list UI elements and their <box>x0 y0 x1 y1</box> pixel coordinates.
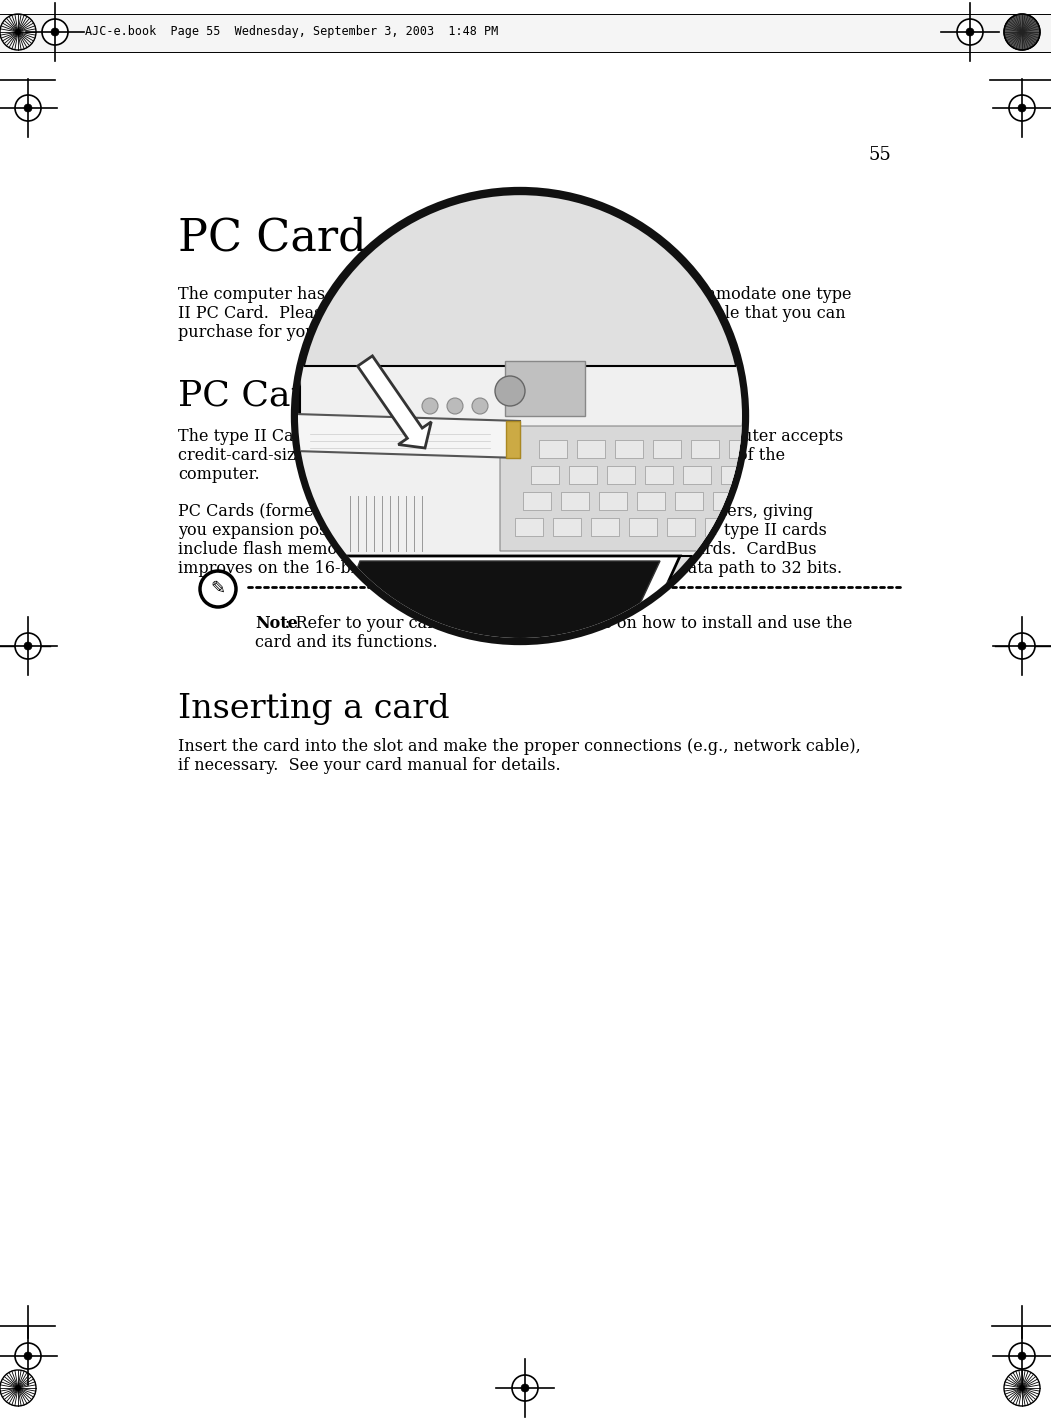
Circle shape <box>1021 1386 1024 1390</box>
Text: include flash memory, SRAM, fax/data modem, LAN and SCSI cards.  CardBus: include flash memory, SRAM, fax/data mod… <box>178 540 817 558</box>
Text: PC Card slot: PC Card slot <box>178 378 409 412</box>
Circle shape <box>1004 14 1040 50</box>
Circle shape <box>957 19 983 46</box>
Bar <box>539 441 566 458</box>
Text: AJC-e.book  Page 55  Wednesday, September 3, 2003  1:48 PM: AJC-e.book Page 55 Wednesday, September … <box>85 26 498 39</box>
Circle shape <box>51 29 59 36</box>
Text: purchase for your computer.: purchase for your computer. <box>178 324 410 341</box>
Circle shape <box>24 1352 32 1360</box>
Polygon shape <box>300 366 760 556</box>
Circle shape <box>200 570 236 607</box>
Text: Inserting a card: Inserting a card <box>178 693 450 724</box>
Bar <box>721 466 749 483</box>
Bar <box>729 441 757 458</box>
Bar <box>569 466 597 483</box>
Circle shape <box>521 1385 529 1392</box>
Circle shape <box>1009 1343 1035 1369</box>
Text: PC Cards (formerly PCMCIA) are add-on cards for portable computers, giving: PC Cards (formerly PCMCIA) are add-on ca… <box>178 503 813 520</box>
Circle shape <box>16 1386 20 1390</box>
Circle shape <box>15 633 41 659</box>
Text: ✎: ✎ <box>210 580 226 597</box>
Bar <box>653 441 681 458</box>
Text: : Refer to your card’s manual for details on how to install and use the: : Refer to your card’s manual for detail… <box>285 615 852 632</box>
Text: you expansion possibilities long afforded by desktop PCs.  Popular type II cards: you expansion possibilities long afforde… <box>178 522 827 539</box>
Bar <box>675 492 703 511</box>
Bar <box>628 518 657 536</box>
Bar <box>531 466 559 483</box>
Bar <box>577 441 605 458</box>
Polygon shape <box>500 426 755 550</box>
Bar <box>667 518 695 536</box>
Bar <box>0 14 1051 51</box>
Bar <box>691 441 719 458</box>
Circle shape <box>24 104 32 113</box>
Bar <box>515 518 543 536</box>
Text: if necessary.  See your card manual for details.: if necessary. See your card manual for d… <box>178 757 560 774</box>
Circle shape <box>1018 104 1026 113</box>
Circle shape <box>16 30 20 34</box>
Circle shape <box>966 29 974 36</box>
Text: Insert the card into the slot and make the proper connections (e.g., network cab: Insert the card into the slot and make t… <box>178 739 861 754</box>
Bar <box>713 492 741 511</box>
Circle shape <box>15 1343 41 1369</box>
Circle shape <box>1009 96 1035 121</box>
Circle shape <box>1009 633 1035 659</box>
Text: The computer has a built-in CardBus PC Card slot that can accommodate one type: The computer has a built-in CardBus PC C… <box>178 287 851 302</box>
Bar <box>300 428 330 446</box>
Circle shape <box>447 398 463 414</box>
Bar <box>683 466 710 483</box>
Circle shape <box>295 191 745 642</box>
Circle shape <box>15 96 41 121</box>
Bar <box>523 492 551 511</box>
Bar <box>607 466 635 483</box>
Bar <box>645 466 673 483</box>
Circle shape <box>495 376 526 406</box>
Text: card and its functions.: card and its functions. <box>255 635 437 652</box>
Circle shape <box>423 398 438 414</box>
Polygon shape <box>300 496 341 556</box>
Circle shape <box>42 19 68 46</box>
Polygon shape <box>325 560 660 653</box>
Circle shape <box>472 398 488 414</box>
Text: The type II CardBus PC Card slot found on the left panel of the computer accepts: The type II CardBus PC Card slot found o… <box>178 428 843 445</box>
Bar <box>553 518 581 536</box>
Bar <box>504 361 585 416</box>
Bar <box>637 492 665 511</box>
Circle shape <box>1018 1352 1026 1360</box>
Bar <box>561 492 589 511</box>
Text: Note: Note <box>255 615 297 632</box>
Text: 55: 55 <box>868 145 891 164</box>
Bar <box>599 492 627 511</box>
Bar <box>591 518 619 536</box>
Text: credit-card-sized cards that enhance the usability and expandability of the: credit-card-sized cards that enhance the… <box>178 446 785 463</box>
Bar <box>615 441 643 458</box>
Circle shape <box>1018 642 1026 650</box>
Text: PC Card: PC Card <box>178 215 367 260</box>
Polygon shape <box>310 556 680 666</box>
Polygon shape <box>295 414 520 458</box>
Text: II PC Card.  Please consult your dealer for PC Card options available that you c: II PC Card. Please consult your dealer f… <box>178 305 846 322</box>
Circle shape <box>24 642 32 650</box>
Polygon shape <box>506 421 520 458</box>
Circle shape <box>512 1375 538 1400</box>
Polygon shape <box>357 356 431 448</box>
Text: improves on the 16-bit PC card technology by expanding the data path to 32 bits.: improves on the 16-bit PC card technolog… <box>178 560 842 578</box>
Text: computer.: computer. <box>178 466 260 483</box>
Bar <box>705 518 733 536</box>
